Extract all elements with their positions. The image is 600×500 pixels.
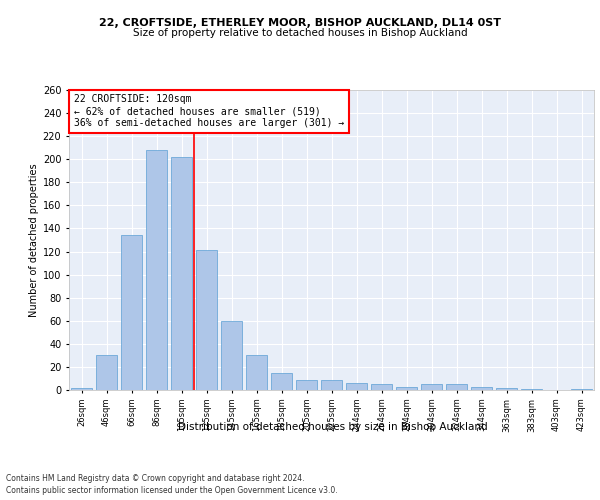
Bar (471, 386, 492, 390)
Bar (571, 389, 592, 390)
Bar (421, 384, 442, 390)
Bar (446, 384, 467, 390)
Text: 22 CROFTSIDE: 120sqm
← 62% of detached houses are smaller (519)
36% of semi-deta: 22 CROFTSIDE: 120sqm ← 62% of detached h… (74, 94, 344, 128)
Bar (396, 386, 417, 390)
Bar (171, 157, 192, 390)
Bar (96, 356, 117, 390)
Bar (121, 236, 142, 390)
Bar (146, 150, 167, 390)
Bar (71, 388, 92, 390)
Bar (196, 250, 217, 390)
Text: Size of property relative to detached houses in Bishop Auckland: Size of property relative to detached ho… (133, 28, 467, 38)
Bar (521, 389, 542, 390)
Bar (496, 388, 517, 390)
Text: Distribution of detached houses by size in Bishop Auckland: Distribution of detached houses by size … (178, 422, 488, 432)
Bar (321, 380, 342, 390)
Text: Contains public sector information licensed under the Open Government Licence v3: Contains public sector information licen… (6, 486, 338, 495)
Bar (296, 380, 317, 390)
Bar (346, 383, 367, 390)
Bar (221, 321, 242, 390)
Y-axis label: Number of detached properties: Number of detached properties (29, 163, 38, 317)
Text: 22, CROFTSIDE, ETHERLEY MOOR, BISHOP AUCKLAND, DL14 0ST: 22, CROFTSIDE, ETHERLEY MOOR, BISHOP AUC… (99, 18, 501, 28)
Text: Contains HM Land Registry data © Crown copyright and database right 2024.: Contains HM Land Registry data © Crown c… (6, 474, 305, 483)
Bar (271, 372, 292, 390)
Bar (246, 356, 267, 390)
Bar (371, 384, 392, 390)
